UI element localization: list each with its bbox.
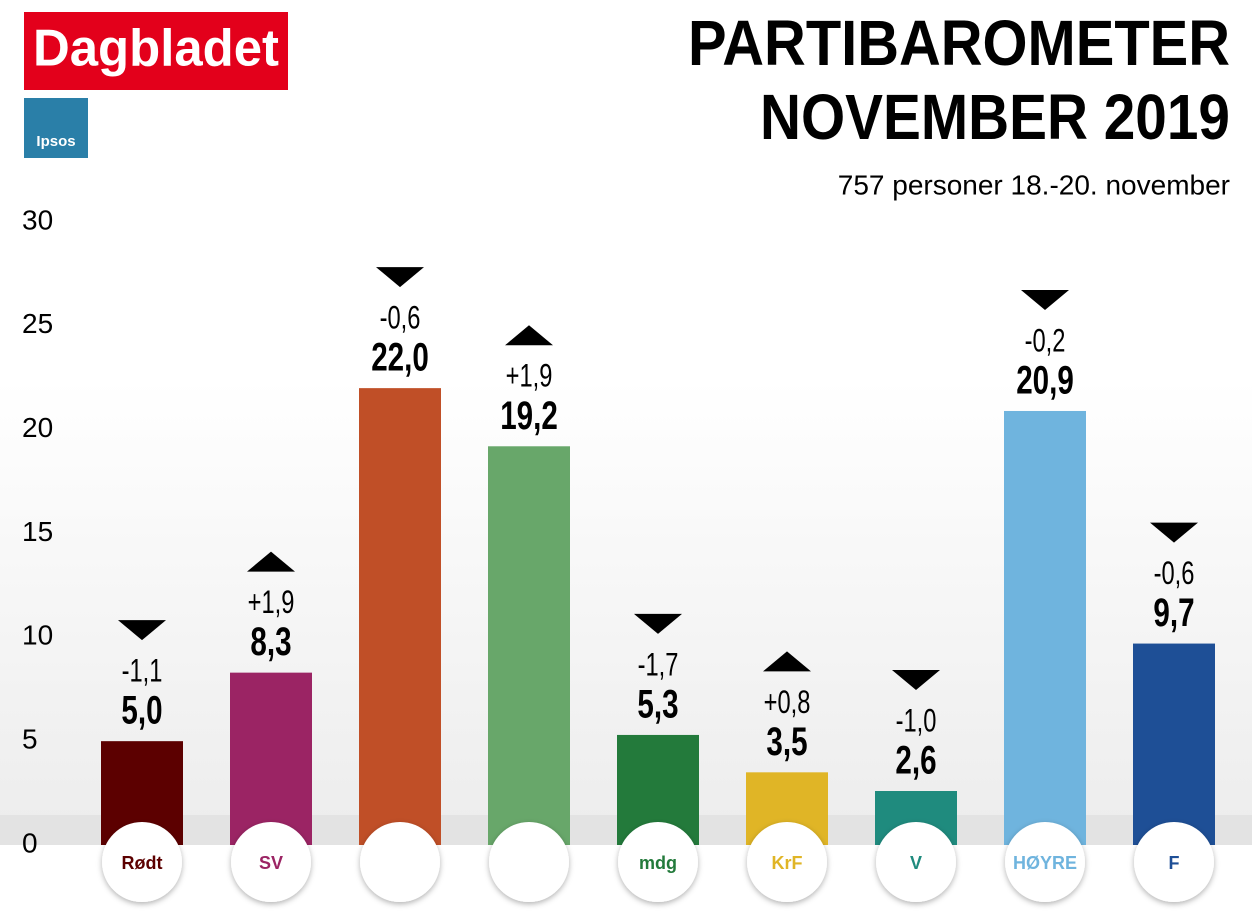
label-group: +1,9 [248,585,295,620]
change-label: +1,9 [506,358,553,393]
chart-title: PARTIBAROMETER [688,7,1230,79]
change-label: -0,6 [380,300,421,335]
change-arrow [763,651,811,672]
value-label: 9,7 [1153,591,1194,635]
label-group: 20,9 [1016,358,1074,402]
x-tick-label: Rødt [122,853,163,873]
value-label: 2,6 [895,738,936,782]
party-logo [1134,822,1214,902]
y-tick-label: 20 [22,412,53,443]
change-label: +1,9 [248,585,295,620]
x-tick-label: F [1169,853,1180,873]
bar [1004,410,1086,845]
label-group: 9,7 [1153,591,1194,635]
label-group: 5,3 [637,682,678,726]
value-label: 5,0 [121,688,162,732]
label-group: -0,2 [1025,323,1066,358]
value-label: 3,5 [766,720,807,764]
party-logo [360,822,440,902]
partner-box [24,98,88,158]
label-group: +0,8 [764,684,811,719]
y-tick-label: 5 [22,724,38,755]
party-logo [231,822,311,902]
party-logo [747,822,827,902]
change-arrow [505,325,553,346]
change-arrow [634,613,682,634]
y-tick-label: 15 [22,516,53,547]
bar [230,672,312,845]
y-tick-label: 25 [22,308,53,339]
party-logo [489,822,569,902]
label-group: 3,5 [766,720,807,764]
change-arrow [118,620,166,641]
change-arrow [1021,289,1069,310]
brand-logo: Dagbladet [33,20,279,78]
brand-box [24,12,288,90]
bar [359,388,441,845]
partner-logo: Ipsos [36,133,75,150]
label-group: 22,0 [371,335,429,379]
change-label: -1,1 [122,653,163,688]
value-label: 22,0 [371,335,429,379]
change-label: +0,8 [764,684,811,719]
x-tick-label: mdg [639,853,677,873]
change-arrow [247,551,295,572]
label-group: 19,2 [500,394,558,438]
label-group: -0,6 [380,300,421,335]
label-group: -1,7 [638,647,679,682]
value-label: 20,9 [1016,358,1074,402]
label-group: -1,1 [122,653,163,688]
label-group: 5,0 [121,688,162,732]
change-arrow [1150,522,1198,543]
value-label: 8,3 [250,620,291,664]
y-tick-label: 0 [22,827,38,858]
change-label: -1,0 [896,703,937,738]
party-logo [1005,822,1085,902]
x-tick-label: V [910,853,922,873]
label-group: 8,3 [250,620,291,664]
y-tick-label: 10 [22,620,53,651]
change-label: -0,2 [1025,323,1066,358]
x-tick-label: SV [259,853,283,873]
party-logo [876,822,956,902]
label-group: -1,0 [896,703,937,738]
x-tick-label: KrF [772,853,803,873]
chart-subtitle: 757 personer 18.-20. november [838,169,1230,200]
bar [1133,643,1215,845]
bar [488,446,570,845]
change-arrow [376,267,424,288]
x-tick-label: HØYRE [1013,853,1077,873]
label-group: 2,6 [895,738,936,782]
chart-title: NOVEMBER 2019 [760,81,1230,153]
y-tick-label: 30 [22,204,53,235]
party-logo [102,822,182,902]
value-label: 5,3 [637,682,678,726]
label-group: +1,9 [506,358,553,393]
change-label: -1,7 [638,647,679,682]
change-label: -0,6 [1154,556,1195,591]
label-group: -0,6 [1154,556,1195,591]
party-logo [618,822,698,902]
value-label: 19,2 [500,394,558,438]
change-arrow [892,670,940,691]
